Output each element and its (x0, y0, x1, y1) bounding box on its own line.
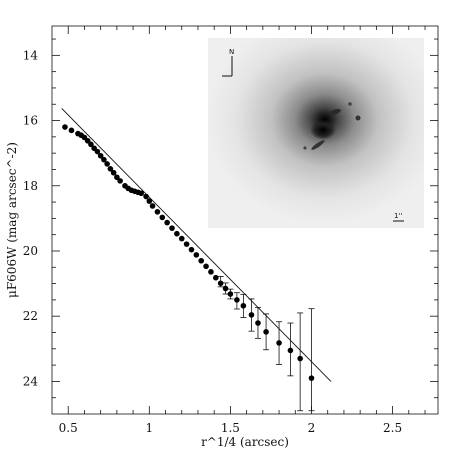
data-point (94, 148, 101, 155)
x-tick-label: 2.5 (383, 421, 402, 435)
data-point (222, 285, 229, 292)
data-point (84, 137, 91, 144)
data-point (227, 291, 234, 297)
data-point (62, 124, 68, 130)
x-tick-label: 0.5 (59, 421, 78, 435)
data-point (110, 169, 117, 176)
x-tick-label: 2 (308, 421, 316, 435)
data-point (213, 274, 219, 281)
plot-frame (51, 25, 439, 415)
galaxy-knot (348, 102, 352, 106)
data-point (198, 257, 205, 264)
data-point (114, 174, 120, 181)
data-point (146, 198, 153, 204)
y-tick-label: 16 (23, 114, 38, 128)
scale-bar-label: 1'' (394, 212, 402, 220)
data-point (203, 263, 209, 270)
data-point (154, 209, 161, 215)
y-tick-label: 18 (23, 179, 38, 193)
data-points-group (62, 124, 315, 381)
data-point (248, 312, 255, 318)
fit-line-group (61, 108, 332, 382)
data-point (297, 355, 303, 362)
y-tick-label: 14 (23, 48, 39, 62)
data-point (169, 225, 175, 231)
galaxy-dust-lane (311, 140, 325, 150)
data-point (217, 280, 224, 287)
data-point (68, 127, 75, 134)
x-axis-title: r^1/4 (arcsec) (201, 435, 289, 449)
data-point (117, 178, 123, 184)
data-point (143, 193, 149, 200)
galaxy-knot (303, 146, 307, 150)
y-tick-label: 22 (23, 309, 38, 323)
data-point (255, 320, 261, 326)
y-tick-label: 24 (23, 374, 39, 388)
data-point (149, 203, 156, 209)
data-point (208, 269, 214, 275)
y-tick-label: 20 (23, 244, 38, 258)
data-point (159, 214, 166, 221)
data-point (174, 230, 180, 237)
data-point (107, 166, 114, 172)
axes: 0.5 1 1.5 2 2.5 14 16 18 20 22 24 (23, 26, 438, 435)
data-point (101, 156, 107, 163)
data-point (287, 347, 294, 354)
x-tick-label: 1 (145, 421, 153, 435)
data-point (178, 235, 185, 242)
data-point (164, 219, 170, 226)
galaxy-core (310, 120, 336, 140)
data-point (104, 161, 110, 167)
data-point (97, 152, 104, 159)
data-point (193, 252, 200, 258)
data-point (263, 329, 269, 335)
data-point (188, 246, 195, 253)
x-tick-label: 1.5 (221, 421, 240, 435)
data-point (276, 340, 282, 346)
y-axis-title: μF606W (mag arcsec^-2) (5, 142, 19, 298)
fit-line (61, 108, 332, 382)
north-label: N (229, 48, 234, 56)
galaxy-spiral-arm (329, 108, 341, 116)
data-point (308, 375, 315, 381)
data-point (240, 302, 247, 309)
galaxy-inset: N 1'' (208, 38, 424, 228)
data-point (234, 297, 240, 303)
data-point (138, 190, 145, 197)
data-point (88, 141, 94, 148)
error-bars-group (217, 276, 315, 412)
data-point (183, 241, 190, 247)
galaxy-knot (355, 115, 361, 121)
